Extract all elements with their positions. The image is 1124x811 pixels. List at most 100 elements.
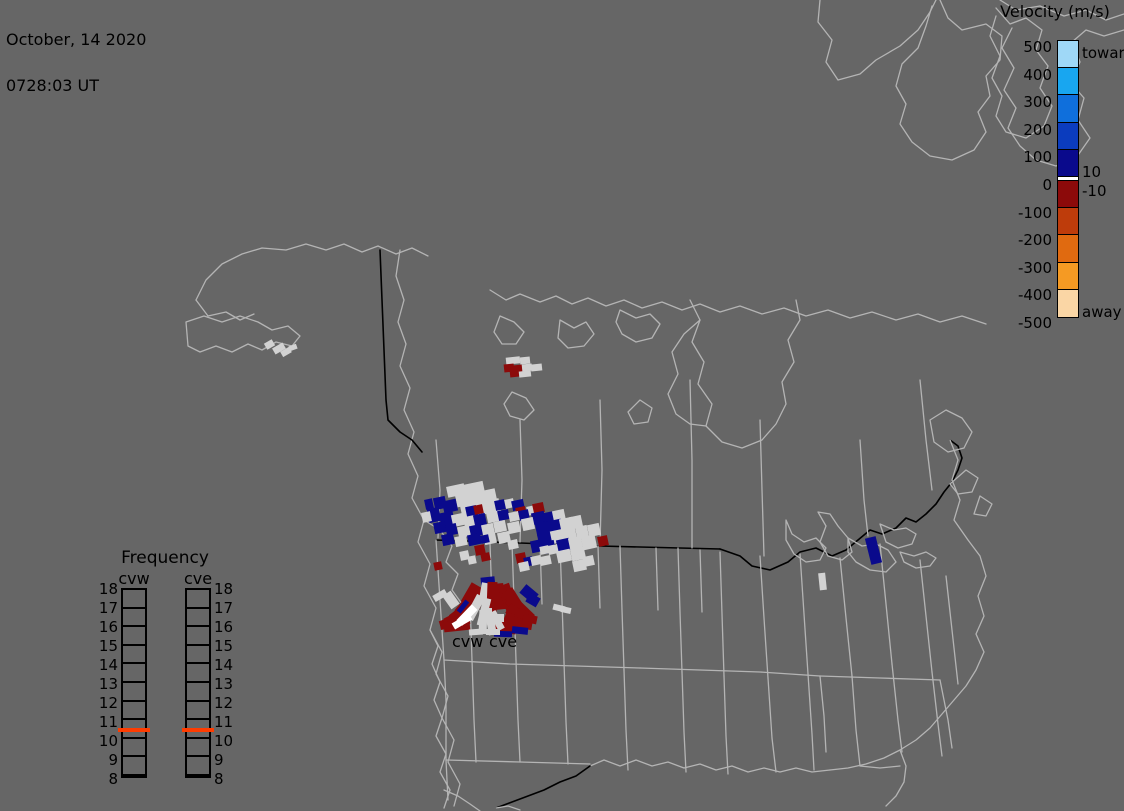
frequency-scale-tick-14: 14: [214, 656, 234, 674]
frequency-column-label-cvw: cvw: [118, 569, 150, 588]
frequency-segment: [187, 609, 209, 628]
radar-site-label-cve: cve: [489, 632, 518, 651]
velocity-cell: [530, 363, 543, 372]
frequency-segment: [187, 739, 209, 758]
frequency-segment: [187, 702, 209, 721]
frequency-segment: [123, 590, 145, 609]
colorbar-segment-9: [1058, 262, 1078, 290]
colorbar-segment-5: [1058, 176, 1078, 181]
frequency-segment: [187, 627, 209, 646]
colorbar-segment-1: [1058, 68, 1078, 96]
velocity-cell: [520, 516, 536, 532]
timestamp: October, 14 2020 0728:03 UT: [6, 2, 146, 124]
frequency-segment: [123, 683, 145, 702]
frequency-scale-tick-18: 18: [98, 580, 118, 598]
frequency-scale-tick-12: 12: [98, 694, 118, 712]
velocity-cell: [421, 511, 432, 523]
frequency-scale-tick-16: 16: [214, 618, 234, 636]
colorbar-tick--500: -500: [1017, 314, 1052, 332]
frequency-segment: [123, 720, 145, 739]
frequency-scale-tick-15: 15: [98, 637, 118, 655]
colorbar-segment-10: [1058, 289, 1078, 317]
frequency-scale-tick-14: 14: [98, 656, 118, 674]
frequency-scale-tick-10: 10: [98, 732, 118, 750]
velocity-colorbar: Velocity (m/s) 500 400 300 200 100 0 -100 -200 -…: [990, 2, 1124, 332]
colorbar-gradient: [1057, 40, 1079, 318]
frequency-scale-tick-15: 15: [214, 637, 234, 655]
colorbar-tick-labels: 500 400 300 200 100 0 -100 -200 -300 -400 -500: [990, 32, 1052, 331]
frequency-marker-cve: [182, 727, 214, 732]
frequency-scale-tick-9: 9: [108, 751, 118, 769]
frequency-scale-tick-8: 8: [214, 770, 224, 788]
frequency-scale-right-cve: 18 17 16 15 14 13 12 11 10 9 8: [214, 580, 238, 787]
velocity-cell: [480, 534, 490, 544]
colorbar-inner-upper-label: 10: [1082, 163, 1102, 181]
frequency-segment: [187, 683, 209, 702]
colorbar-tick-400: 400: [1023, 65, 1052, 84]
velocity-cell: [486, 629, 500, 635]
frequency-segment: [187, 664, 209, 683]
frequency-scale-tick-12: 12: [214, 694, 234, 712]
colorbar-toward-label: toward: [1082, 44, 1124, 62]
colorbar-tick-200: 200: [1023, 120, 1052, 139]
frequency-scale-tick-10: 10: [214, 732, 234, 750]
colorbar-tick-100: 100: [1023, 148, 1052, 167]
velocity-cell: [496, 614, 504, 622]
colorbar-tick--200: -200: [1017, 231, 1052, 250]
colorbar-segment-7: [1058, 208, 1078, 236]
colorbar-segment-0: [1058, 41, 1078, 69]
frequency-scale-tick-11: 11: [98, 713, 118, 731]
frequency-segment: [123, 646, 145, 665]
frequency-scale-tick-18: 18: [214, 580, 234, 598]
frequency-segment: [187, 720, 209, 739]
colorbar-tick--400: -400: [1017, 286, 1052, 305]
colorbar-away-label: away: [1082, 303, 1122, 321]
frequency-scale-tick-8: 8: [108, 770, 118, 788]
timestamp-date: October, 14 2020: [6, 30, 147, 49]
frequency-segment: [187, 590, 209, 609]
colorbar-segment-4: [1058, 149, 1078, 177]
frequency-legend: Frequency cvw cve 18 17 16 15 14 13 12 11 10 9 8 1…: [90, 548, 240, 787]
frequency-segment: [123, 664, 145, 683]
colorbar-title: Velocity (m/s): [1000, 2, 1110, 21]
colorbar-tick--100: -100: [1017, 203, 1052, 222]
colorbar-inner-lower-label: -10: [1082, 182, 1107, 200]
colorbar-tick-0: 0: [1042, 176, 1052, 194]
velocity-cell: [433, 561, 443, 571]
frequency-segment: [187, 757, 209, 776]
timestamp-time: 0728:03 UT: [6, 76, 100, 95]
frequency-segment: [123, 627, 145, 646]
colorbar-tick-500: 500: [1023, 38, 1052, 56]
colorbar-segment-3: [1058, 122, 1078, 150]
frequency-column-label-cve: cve: [183, 569, 213, 588]
frequency-scale-left-cvw: 18 17 16 15 14 13 12 11 10 9 8: [94, 580, 118, 787]
frequency-scale-tick-13: 13: [98, 675, 118, 693]
frequency-segment: [123, 739, 145, 758]
frequency-bar-cve: [182, 588, 214, 778]
frequency-scale-tick-17: 17: [214, 599, 234, 617]
frequency-title: Frequency: [121, 548, 209, 568]
colorbar-segment-2: [1058, 95, 1078, 123]
colorbar-tick-300: 300: [1023, 93, 1052, 112]
radar-site-label-cvw: cvw: [452, 632, 484, 651]
colorbar-segment-8: [1058, 235, 1078, 263]
frequency-scale-tick-9: 9: [214, 751, 224, 769]
frequency-segment: [123, 609, 145, 628]
frequency-scale-tick-13: 13: [214, 675, 234, 693]
velocity-cell: [597, 535, 609, 547]
frequency-segment: [123, 757, 145, 776]
frequency-marker-cvw: [118, 727, 150, 732]
frequency-segment: [187, 646, 209, 665]
frequency-bar-cvw: [118, 588, 150, 778]
frequency-segment: [123, 702, 145, 721]
velocity-cell: [484, 608, 492, 616]
velocity-cell: [518, 370, 532, 378]
frequency-scale-tick-16: 16: [98, 618, 118, 636]
frequency-scale-tick-11: 11: [214, 713, 234, 731]
colorbar-segment-6: [1058, 180, 1078, 209]
colorbar-tick--300: -300: [1017, 258, 1052, 277]
frequency-scale-tick-17: 17: [98, 599, 118, 617]
velocity-cell: [467, 555, 477, 565]
